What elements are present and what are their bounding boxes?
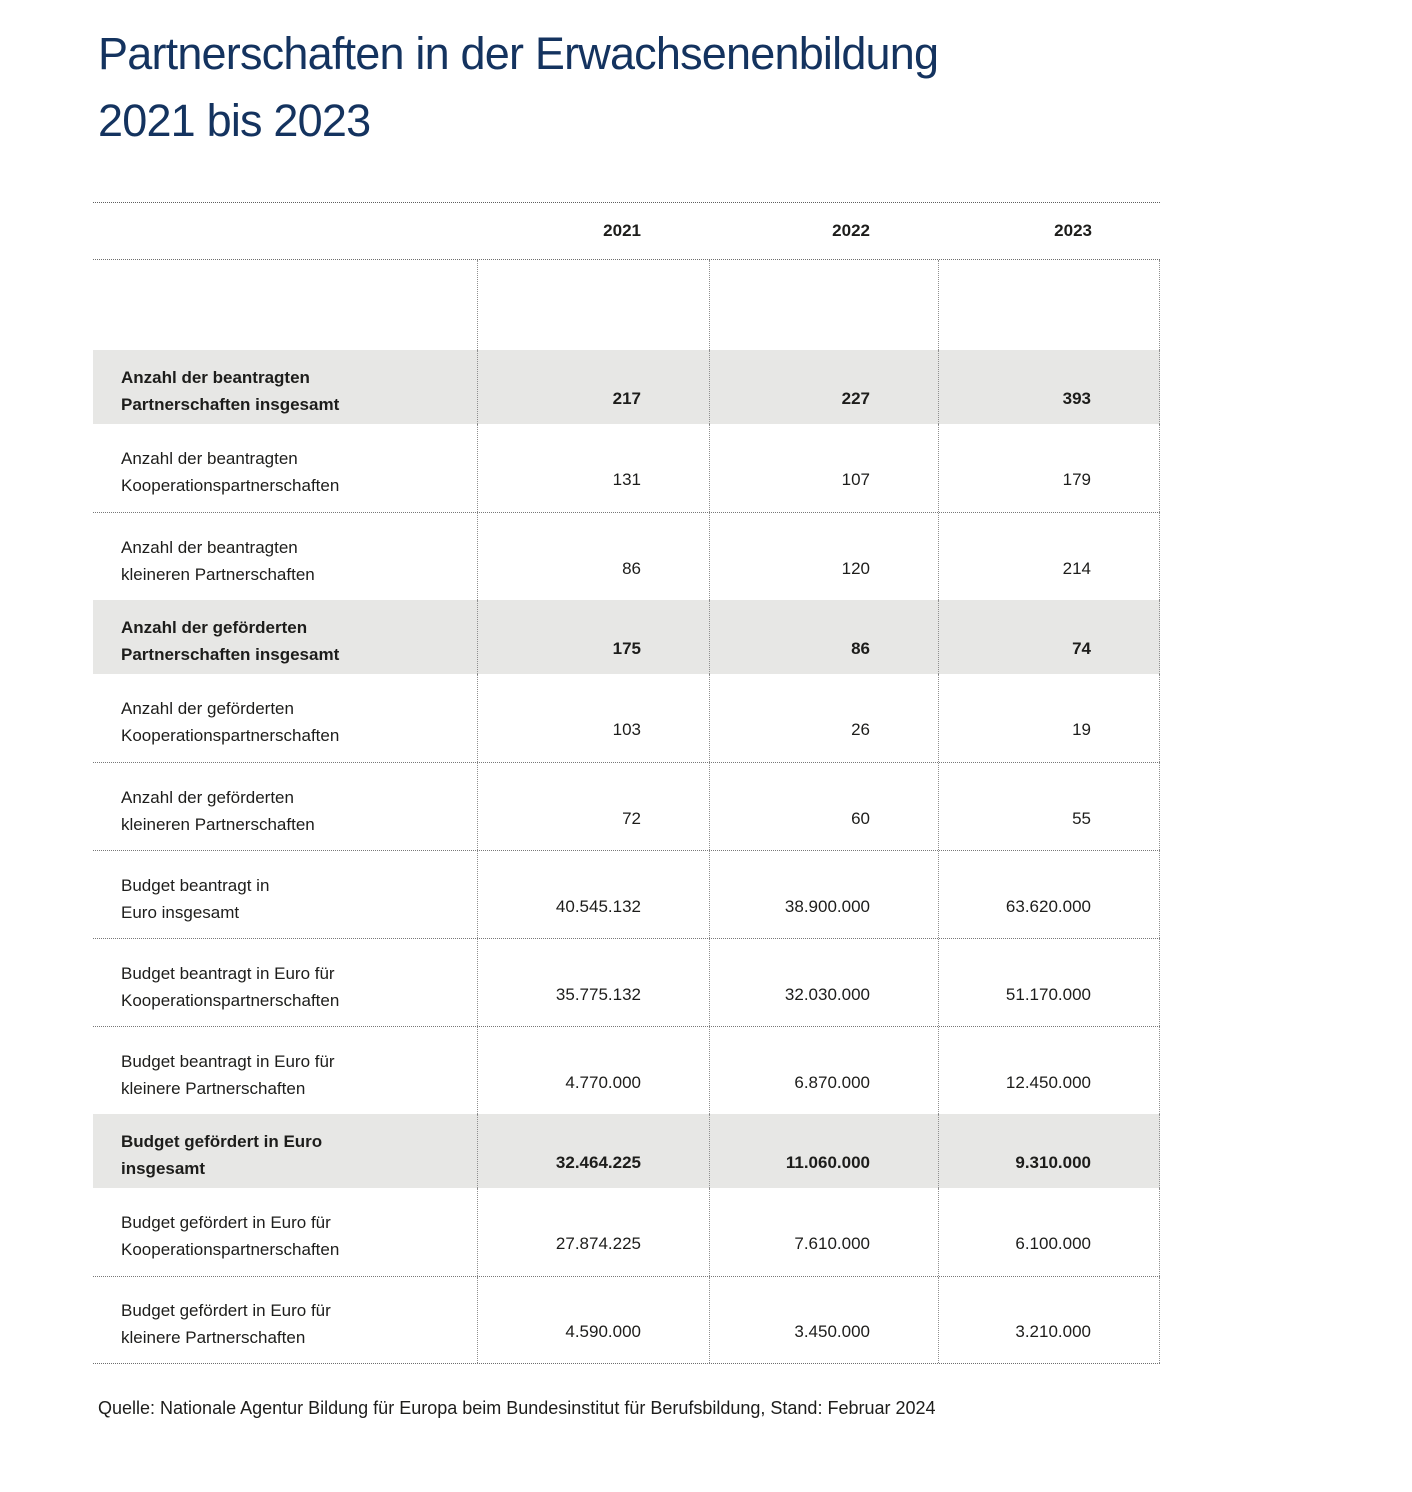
cell-2023: 3.210.000: [938, 1277, 1160, 1363]
table-row-budget-beantragt-kleinere-partnerschaften: Budget beantragt in Euro für kleinere Pa…: [93, 1026, 1160, 1114]
row-label: Budget gefördert in Euro für kleinere Pa…: [121, 1301, 331, 1347]
cell-2023: 179: [938, 424, 1160, 512]
cell-2023: 55: [938, 763, 1160, 850]
header-empty-cell: [93, 203, 477, 259]
row-label: Budget beantragt in Euro insgesamt: [121, 875, 270, 922]
cell-2021: 4.770.000: [477, 1027, 709, 1114]
cell-2021: 175: [477, 600, 709, 674]
cell-2022: 107: [709, 424, 938, 512]
page-title-line-1: Partnerschaften in der Erwachsenenbildun…: [98, 28, 939, 79]
row-label: Budget gefördert in Euro insgesamt: [121, 1132, 323, 1178]
cell-2022: 6.870.000: [709, 1027, 938, 1114]
cell-2022: 38.900.000: [709, 851, 938, 938]
table-row-budget-beantragt-kooperationspartnerschaften: Budget beantragt in Euro für Kooperation…: [93, 938, 1160, 1026]
cell-2021: 32.464.225: [477, 1114, 709, 1188]
table-row-beantragte-partnerschaften-insgesamt: Anzahl der beantragten Partnerschaften i…: [93, 350, 1160, 424]
cell-2023: 63.620.000: [938, 851, 1160, 938]
row-label: Budget beantragt in Euro für Kooperation…: [121, 963, 340, 1010]
cell-2022: 26: [709, 674, 938, 762]
cell-2023: 51.170.000: [938, 939, 1160, 1026]
cell-2023: 74: [938, 600, 1160, 674]
cell-2021: 35.775.132: [477, 939, 709, 1026]
cell-2022: 86: [709, 600, 938, 674]
table-row-beantragte-kooperationspartnerschaften: Anzahl der beantragten Kooperationspartn…: [93, 424, 1160, 512]
cell-2021: 27.874.225: [477, 1188, 709, 1276]
column-header-2022: 2022: [832, 221, 870, 240]
page-title: Partnerschaften in der Erwachsenenbildun…: [98, 20, 939, 154]
cell-2021: 103: [477, 674, 709, 762]
cell-2021: 72: [477, 763, 709, 850]
table-row-gefoerderte-kleinere-partnerschaften: Anzahl der geförderten kleineren Partner…: [93, 762, 1160, 850]
row-label: Anzahl der geförderten Kooperationspartn…: [121, 699, 340, 745]
table-row-beantragte-kleinere-partnerschaften: Anzahl der beantragten kleineren Partner…: [93, 512, 1160, 600]
table-row-budget-beantragt-insgesamt: Budget beantragt in Euro insgesamt 40.54…: [93, 850, 1160, 938]
table-row-budget-gefoerdert-kleinere-partnerschaften: Budget gefördert in Euro für kleinere Pa…: [93, 1276, 1160, 1364]
cell-2023: 214: [938, 513, 1160, 600]
column-header-2021: 2021: [603, 221, 641, 240]
cell-2021: 131: [477, 424, 709, 512]
cell-2022: 11.060.000: [709, 1114, 938, 1188]
cell-2022: 60: [709, 763, 938, 850]
cell-2023: 9.310.000: [938, 1114, 1160, 1188]
cell-2022: 3.450.000: [709, 1277, 938, 1363]
table-spacer-row: [93, 260, 1160, 350]
partnerships-statistics-table: 2021 2022 2023 Anzahl der beantragten Pa…: [93, 202, 1160, 1364]
cell-2023: 6.100.000: [938, 1188, 1160, 1276]
cell-2022: 32.030.000: [709, 939, 938, 1026]
cell-2021: 217: [477, 350, 709, 424]
cell-2021: 86: [477, 513, 709, 600]
column-header-2023: 2023: [1054, 221, 1092, 240]
cell-2023: 12.450.000: [938, 1027, 1160, 1114]
cell-2022: 120: [709, 513, 938, 600]
source-note: Quelle: Nationale Agentur Bildung für Eu…: [98, 1398, 936, 1418]
cell-2022: 227: [709, 350, 938, 424]
table-row-budget-gefoerdert-insgesamt: Budget gefördert in Euro insgesamt 32.46…: [93, 1114, 1160, 1188]
cell-2023: 393: [938, 350, 1160, 424]
table-row-gefoerderte-kooperationspartnerschaften: Anzahl der geförderten Kooperationspartn…: [93, 674, 1160, 762]
row-label: Anzahl der beantragten Partnerschaften i…: [121, 368, 340, 414]
row-label: Anzahl der geförderten kleineren Partner…: [121, 787, 315, 834]
cell-2021: 40.545.132: [477, 851, 709, 938]
row-label: Budget gefördert in Euro für Kooperation…: [121, 1213, 340, 1259]
row-label: Budget beantragt in Euro für kleinere Pa…: [121, 1051, 335, 1098]
table-row-gefoerderte-partnerschaften-insgesamt: Anzahl der geförderten Partnerschaften i…: [93, 600, 1160, 674]
table-header-row: 2021 2022 2023: [93, 202, 1160, 260]
page-title-line-2: 2021 bis 2023: [98, 95, 371, 146]
table-row-budget-gefoerdert-kooperationspartnerschaften: Budget gefördert in Euro für Kooperation…: [93, 1188, 1160, 1276]
cell-2022: 7.610.000: [709, 1188, 938, 1276]
cell-2023: 19: [938, 674, 1160, 762]
row-label: Anzahl der beantragten Kooperationspartn…: [121, 449, 340, 495]
cell-2021: 4.590.000: [477, 1277, 709, 1363]
row-label: Anzahl der geförderten Partnerschaften i…: [121, 618, 340, 664]
row-label: Anzahl der beantragten kleineren Partner…: [121, 537, 315, 584]
